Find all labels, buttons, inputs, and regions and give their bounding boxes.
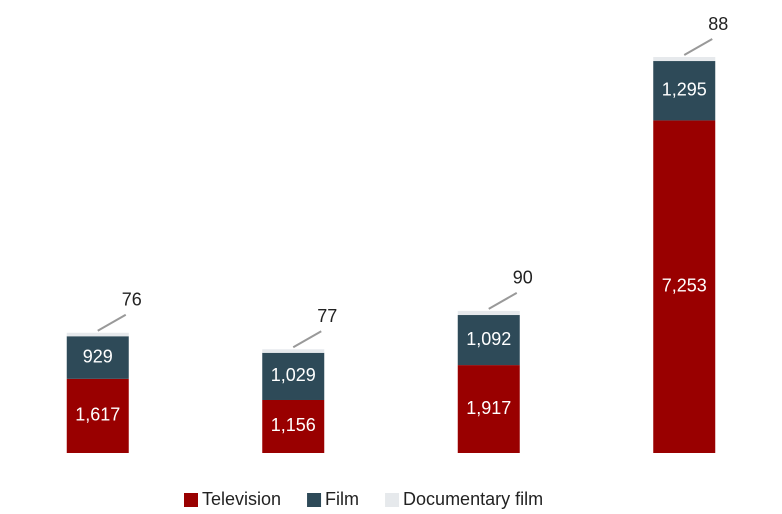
data-label: 1,029 xyxy=(271,365,316,385)
legend-label: Documentary film xyxy=(403,489,543,509)
legend-label: Television xyxy=(202,489,281,509)
bar-segment xyxy=(457,365,520,453)
bar-segment xyxy=(262,352,325,400)
data-label: 1,295 xyxy=(662,79,707,99)
data-label: 929 xyxy=(83,346,113,366)
data-label: 90 xyxy=(513,268,533,288)
data-label: 88 xyxy=(708,14,728,34)
data-label: 76 xyxy=(122,290,142,310)
bar-segment xyxy=(262,399,325,453)
leader-line xyxy=(97,313,127,332)
legend-swatch xyxy=(307,493,322,507)
data-label: 1,092 xyxy=(466,329,511,349)
leader-line xyxy=(292,330,322,349)
leader-line xyxy=(683,38,713,56)
legend-swatch xyxy=(184,493,198,507)
leader-line xyxy=(488,292,518,310)
bar-segment xyxy=(653,57,716,62)
data-label: 1,917 xyxy=(466,398,511,418)
legend-swatch xyxy=(385,493,400,507)
bar-segment xyxy=(457,315,520,366)
bar-segment xyxy=(457,310,520,316)
bar-segment xyxy=(66,378,129,453)
bar-segment xyxy=(653,120,716,453)
data-label: 1,617 xyxy=(75,405,120,425)
data-label: 7,253 xyxy=(662,275,707,295)
bar-segment xyxy=(66,336,129,379)
bar-segment xyxy=(653,61,716,121)
bar-segment xyxy=(262,349,325,353)
data-label: 77 xyxy=(317,306,337,326)
legend-label: Film xyxy=(325,489,359,509)
data-label: 1,156 xyxy=(271,415,316,435)
bar-segment xyxy=(66,332,129,337)
